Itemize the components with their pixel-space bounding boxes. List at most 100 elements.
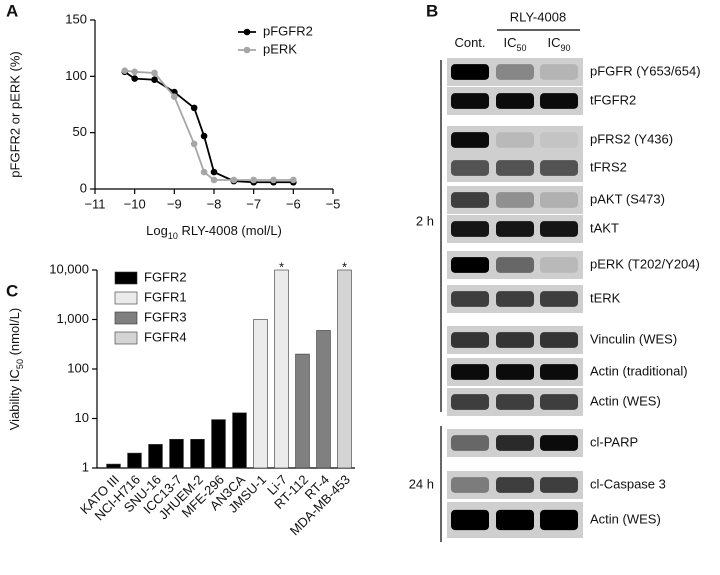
y-axis-label-part: (nmol/L) <box>7 308 22 359</box>
bar <box>169 439 184 469</box>
blot-band <box>496 257 534 273</box>
bar <box>127 452 142 469</box>
y-tick-label: 100 <box>67 360 89 375</box>
legend-label: pERK <box>263 41 297 56</box>
x-tick-label: −6 <box>286 196 301 211</box>
data-point <box>190 140 198 148</box>
blot-band <box>496 93 534 109</box>
y-tick-label: 1 <box>82 459 89 474</box>
legend-label: FGFR4 <box>144 329 187 344</box>
treatment-label: RLY-4008 <box>510 9 566 24</box>
y-tick-label: 50 <box>73 124 87 139</box>
blot-band <box>451 160 489 176</box>
row-label: cl-PARP <box>590 434 638 449</box>
x-axis-label: Log10 RLY-4008 (mol/L) <box>146 223 282 241</box>
blot-band <box>496 64 534 80</box>
bar <box>232 412 247 469</box>
panel-label: C <box>6 281 18 300</box>
row-label: pFGFR (Y653/654) <box>590 63 701 78</box>
blot-band <box>540 221 578 237</box>
bar <box>337 269 352 469</box>
lane-label: IC90 <box>547 35 570 53</box>
blot-band <box>540 509 578 531</box>
blot-band <box>540 257 578 273</box>
blot-band <box>496 192 534 208</box>
blot-band <box>451 291 489 307</box>
bar <box>295 353 310 469</box>
row-label: pAKT (S473) <box>590 191 665 206</box>
bar <box>253 319 268 469</box>
bar <box>190 439 205 469</box>
row-label: tFRS2 <box>590 159 627 174</box>
annotation: * <box>342 259 347 274</box>
bar <box>148 444 163 469</box>
data-point <box>151 76 158 84</box>
time-label: 24 h <box>409 476 434 491</box>
blot-band <box>540 93 578 109</box>
bar <box>316 330 331 469</box>
row-label: tERK <box>590 290 621 305</box>
legend-label: pFGFR2 <box>263 23 313 38</box>
data-point <box>171 93 178 100</box>
row-label: pFRS2 (Y436) <box>590 131 673 146</box>
panel-label: B <box>426 1 438 20</box>
x-tick-label: −9 <box>167 196 182 211</box>
blot-band <box>496 477 534 493</box>
row-label: Actin (WES) <box>590 511 661 526</box>
legend-marker <box>243 28 251 36</box>
bar <box>274 269 289 469</box>
lane-label-part: 50 <box>516 43 526 53</box>
lane-label: Cont. <box>454 35 485 50</box>
blot-band <box>451 435 489 451</box>
blot-band <box>451 132 489 148</box>
legend-swatch <box>114 271 138 285</box>
blot-band <box>496 394 534 410</box>
y-tick-label: 0 <box>80 180 87 195</box>
blot-band <box>451 93 489 109</box>
y-tick-label: 150 <box>65 11 87 26</box>
blot-band <box>540 64 578 80</box>
blot-band <box>496 332 534 348</box>
annotation: * <box>279 259 284 274</box>
x-tick-label: −10 <box>124 196 146 211</box>
y-axis-label: Viability IC50 (nmol/L) <box>7 308 25 431</box>
blot-band <box>451 257 489 273</box>
row-label: pERK (T202/Y204) <box>590 256 700 271</box>
blot-band <box>451 221 489 237</box>
blot-band <box>540 394 578 410</box>
legend-swatch <box>114 311 138 325</box>
data-point <box>200 132 208 140</box>
data-point <box>290 176 297 184</box>
x-tick-label: −11 <box>84 196 105 211</box>
lane-label-part: IC <box>547 35 560 50</box>
data-point <box>270 176 277 184</box>
blot-band <box>540 160 578 176</box>
blot-band <box>451 509 489 531</box>
data-point <box>151 69 158 77</box>
lane-label-part: 90 <box>560 43 570 53</box>
blot-band <box>451 192 489 208</box>
row-label: cl-Caspase 3 <box>590 476 666 491</box>
y-tick-label: 10 <box>75 410 89 425</box>
x-tick-label: −8 <box>207 196 222 211</box>
blot-band <box>451 332 489 348</box>
row-label: Actin (traditional) <box>590 363 688 378</box>
blot-band <box>540 132 578 148</box>
lane-label-part: IC <box>503 35 516 50</box>
data-point <box>131 75 138 82</box>
x-tick-label: −5 <box>326 196 341 211</box>
data-point <box>121 67 129 74</box>
y-axis-label: pFGFR2 or pERK (%) <box>7 51 22 177</box>
data-point <box>190 104 198 112</box>
panel-label: A <box>6 1 18 20</box>
y-tick-label: 100 <box>65 68 87 83</box>
data-point <box>210 168 218 176</box>
data-point <box>210 176 218 184</box>
blot-band <box>540 192 578 208</box>
y-axis-label-part: Viability IC <box>7 369 22 430</box>
data-point <box>230 176 238 184</box>
blot-band <box>496 132 534 148</box>
blot-band <box>496 160 534 176</box>
blot-band <box>451 394 489 410</box>
